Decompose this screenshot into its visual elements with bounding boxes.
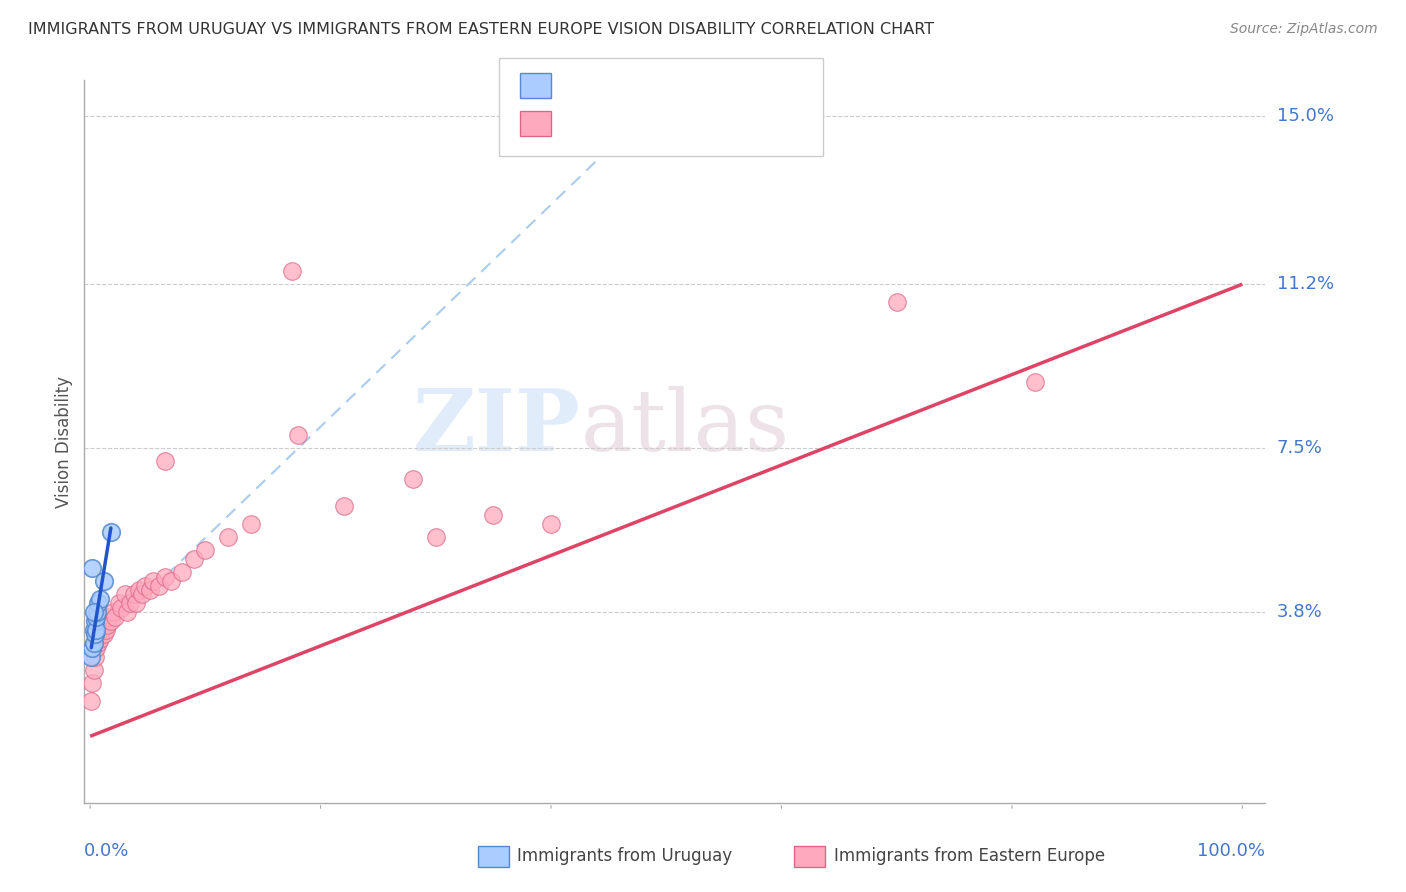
Point	[91, 618, 114, 632]
Point	[86, 632, 108, 646]
Point	[86, 605, 108, 619]
Text: Source: ZipAtlas.com: Source: ZipAtlas.com	[1230, 22, 1378, 37]
Point	[87, 596, 110, 610]
Point	[240, 516, 263, 531]
Point	[80, 649, 103, 664]
Point	[80, 694, 103, 708]
Text: 11.2%: 11.2%	[1277, 275, 1334, 293]
Point	[83, 627, 105, 641]
Text: 15.0%: 15.0%	[1277, 107, 1333, 125]
Text: N =: N =	[657, 77, 696, 95]
Point	[148, 579, 170, 593]
Point	[134, 579, 156, 593]
Point	[122, 587, 145, 601]
Point	[217, 530, 239, 544]
Point	[89, 591, 111, 606]
Point	[153, 454, 176, 468]
Point	[97, 609, 120, 624]
Text: ZIP: ZIP	[412, 385, 581, 469]
Point	[93, 574, 115, 589]
Point	[82, 640, 104, 655]
Point	[101, 605, 124, 619]
Point	[83, 649, 105, 664]
Point	[83, 663, 105, 677]
Text: R =: R =	[558, 77, 596, 95]
Point	[139, 582, 162, 597]
Text: Immigrants from Eastern Europe: Immigrants from Eastern Europe	[834, 847, 1105, 865]
Point	[1024, 375, 1046, 389]
Point	[83, 605, 105, 619]
Text: 100.0%: 100.0%	[1198, 842, 1265, 860]
Text: R =: R =	[558, 114, 596, 132]
Point	[142, 574, 165, 589]
Point	[84, 640, 107, 655]
Point	[84, 609, 107, 624]
Point	[83, 623, 105, 637]
Point	[131, 587, 153, 601]
Text: 47: 47	[696, 114, 718, 132]
Point	[153, 570, 176, 584]
Point	[100, 614, 122, 628]
Text: Immigrants from Uruguay: Immigrants from Uruguay	[517, 847, 733, 865]
Point	[281, 264, 304, 278]
Point	[425, 530, 447, 544]
Point	[82, 676, 104, 690]
Text: 7.5%: 7.5%	[1277, 439, 1323, 458]
Text: 3.8%: 3.8%	[1277, 603, 1322, 621]
Point	[402, 472, 425, 486]
Point	[540, 516, 562, 531]
Point	[172, 566, 194, 580]
Point	[287, 428, 309, 442]
Point	[96, 623, 118, 637]
Point	[125, 596, 148, 610]
Point	[108, 596, 131, 610]
Point	[482, 508, 505, 522]
Point	[128, 582, 150, 597]
Point	[84, 623, 107, 637]
Point	[110, 600, 132, 615]
Point	[82, 561, 104, 575]
Text: atlas: atlas	[581, 385, 790, 468]
Point	[194, 543, 217, 558]
Y-axis label: Vision Disability: Vision Disability	[55, 376, 73, 508]
Text: N =: N =	[657, 114, 696, 132]
Point	[90, 623, 112, 637]
Point	[93, 627, 115, 641]
Text: 0.586: 0.586	[600, 77, 650, 95]
Point	[114, 587, 136, 601]
Text: 0.570: 0.570	[600, 114, 650, 132]
Point	[87, 636, 110, 650]
Point	[120, 596, 142, 610]
Point	[100, 525, 122, 540]
Text: IMMIGRANTS FROM URUGUAY VS IMMIGRANTS FROM EASTERN EUROPE VISION DISABILITY CORR: IMMIGRANTS FROM URUGUAY VS IMMIGRANTS FR…	[28, 22, 934, 37]
Point	[183, 552, 205, 566]
Point	[104, 609, 127, 624]
Point	[89, 632, 111, 646]
Text: 0.0%: 0.0%	[84, 842, 129, 860]
Point	[83, 636, 105, 650]
Point	[159, 574, 181, 589]
Point	[96, 618, 118, 632]
Point	[115, 605, 138, 619]
Point	[886, 294, 908, 309]
Point	[89, 627, 111, 641]
Text: 15: 15	[696, 77, 718, 95]
Point	[94, 614, 117, 628]
Point	[83, 614, 105, 628]
Point	[332, 499, 354, 513]
